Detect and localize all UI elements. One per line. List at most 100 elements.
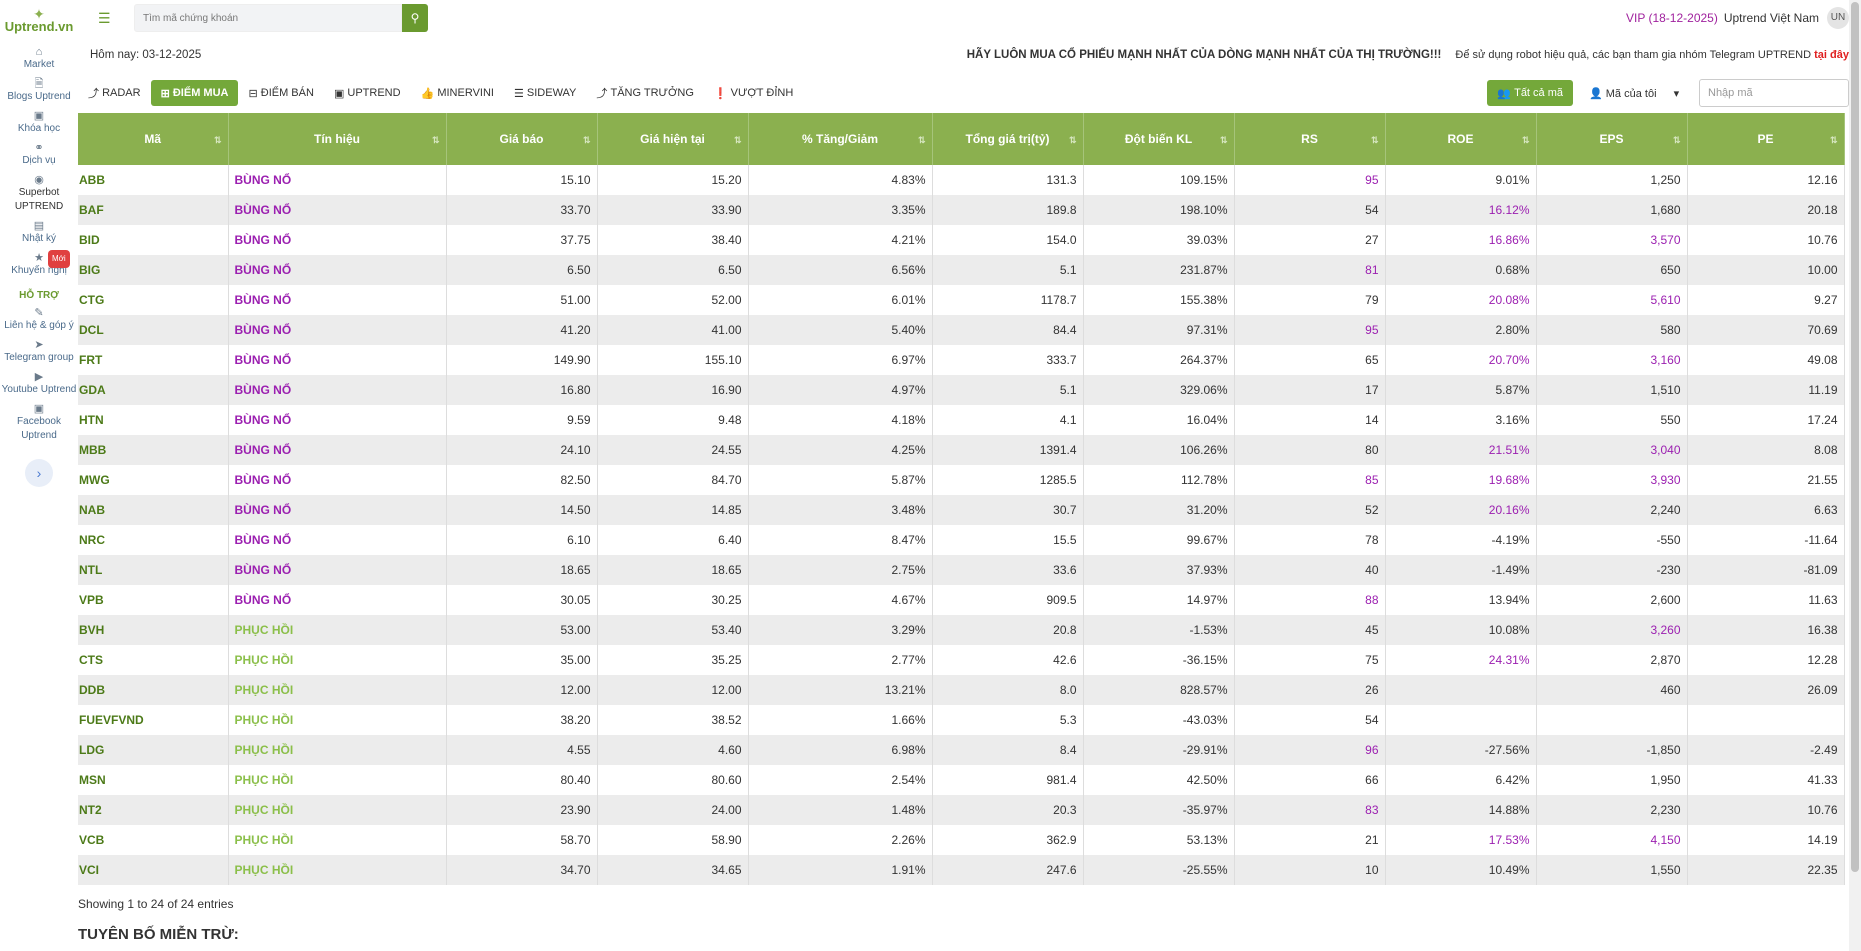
column-header[interactable]: EPS ⇅ [1536,113,1688,165]
table-row[interactable]: ABB BÙNG NỔ 15.10 15.20 4.83% 131.3 109.15% 95 9… [78,165,1845,195]
search-input[interactable]: Tìm mã chứng khoán [134,4,402,32]
tab-3[interactable]: ⊟ ĐIỂM BÁN [248,87,314,100]
table-cell[interactable]: BIG [78,255,229,285]
table-row[interactable]: LDG PHỤC HỒI 4.55 4.60 6.98% 8.4 -29.91% 96 -27.… [78,735,1845,765]
table-row[interactable]: VCB PHỤC HỒI 58.70 58.90 2.26% 362.9 53.13% 21 1… [78,825,1845,855]
table-cell[interactable]: FUEVFVND [78,705,229,735]
telegram-link[interactable]: tại đây [1814,49,1849,61]
table-cell[interactable]: FRT [78,345,229,375]
table-cell[interactable]: VCI [78,855,229,885]
table-row[interactable]: GDA BÙNG NỔ 16.80 16.90 4.97% 5.1 329.06% 17 5.8… [78,375,1845,405]
table-row[interactable]: BVH PHỤC HỒI 53.00 53.40 3.29% 20.8 -1.53% 45 10… [78,615,1845,645]
table-cell: 37.75 [446,225,598,255]
table-cell[interactable]: HTN [78,405,229,435]
menu-icon[interactable]: ☰ [98,9,111,26]
table-cell[interactable]: VCB [78,825,229,855]
table-cell[interactable]: BID [78,225,229,255]
scrollbar-thumb[interactable] [1851,2,1859,872]
sidebar-item[interactable]: ⚭ Dịch vụ [0,142,78,168]
table-row[interactable]: NAB BÙNG NỔ 14.50 14.85 3.48% 30.7 31.20% 52 20.… [78,495,1845,525]
table-cell[interactable]: LDG [78,735,229,765]
table-row[interactable]: DCL BÙNG NỔ 41.20 41.00 5.40% 84.4 97.31% 95 2.8… [78,315,1845,345]
table-row[interactable]: CTG BÙNG NỔ 51.00 52.00 6.01% 1178.7 155.38% 79… [78,285,1845,315]
column-header[interactable]: Giá hiện tại ⇅ [597,113,749,165]
tab-1[interactable]: ⤴ RADAR [88,87,141,100]
table-cell[interactable]: VPB [78,585,229,615]
sidebar-item[interactable]: ▶ Youtube Uptrend [1,371,77,395]
column-header[interactable]: % Tăng/Giảm ⇅ [748,113,933,165]
table-cell[interactable]: ABB [78,165,229,195]
all-codes-button[interactable]: 👥 Tất cả mã [1487,80,1573,106]
sidebar-item[interactable]: ✎ Liên hệ & góp ý [0,307,78,333]
table-row[interactable]: MSN PHỤC HỒI 80.40 80.60 2.54% 981.4 42.50% 66 6… [78,765,1845,795]
table-row[interactable]: BID BÙNG NỔ 37.75 38.40 4.21% 154.0 39.03% 27 16… [78,225,1845,255]
my-codes-dropdown[interactable]: 👤 Mã của tôi ▾ [1589,87,1680,100]
table-row[interactable]: BAF BÙNG NỔ 33.70 33.90 3.35% 189.8 198.10% 54 1… [78,195,1845,225]
table-row[interactable]: CTS PHỤC HỒI 35.00 35.25 2.77% 42.6 -36.15% 75 2… [78,645,1845,675]
column-header[interactable]: Giá báo ⇅ [446,113,598,165]
table-cell [1536,705,1688,735]
table-row[interactable]: VPB BÙNG NỔ 30.05 30.25 4.67% 909.5 14.97% 88 13… [78,585,1845,615]
table-row[interactable]: FUEVFVND PHỤC HỒI 38.20 38.52 1.66% 5.3 -43.03… [78,705,1845,735]
sidebar-item[interactable]: ◉ Superbot UPTREND [0,174,78,214]
expand-sidebar-button[interactable]: › [25,459,53,487]
search-button[interactable]: ⚲ [402,4,428,32]
sidebar-item[interactable]: 🗎 Blogs Uptrend [0,78,78,104]
table-cell[interactable]: BAF [78,195,229,225]
sidebar-item[interactable]: ▣ Facebook Uptrend [0,403,78,443]
table-cell: 9.01% [1385,165,1537,195]
table-row[interactable]: NTL BÙNG NỔ 18.65 18.65 2.75% 33.6 37.93% 40 -1.… [78,555,1845,585]
tab-6[interactable]: ☰ SIDEWAY [513,87,577,100]
disclaimer-title: TUYÊN BỐ MIỄN TRỪ: [78,926,239,943]
tab-2[interactable]: ⊞ ĐIỂM MUA [150,80,239,106]
table-cell: 155.38% [1083,285,1235,315]
table-cell[interactable]: MBB [78,435,229,465]
table-cell[interactable]: DDB [78,675,229,705]
table-cell[interactable]: CTG [78,285,229,315]
tab-5[interactable]: 👍 MINERVINI [420,87,494,100]
column-header[interactable]: ROE ⇅ [1385,113,1537,165]
table-row[interactable]: NRC BÙNG NỔ 6.10 6.40 8.47% 15.5 99.67% 78 -4.19… [78,525,1845,555]
sidebar-item[interactable]: ★ Khuyến nghị Mới [0,250,78,278]
table-cell: 13.94% [1385,585,1537,615]
user-name[interactable]: Uptrend Việt Nam [1723,11,1819,25]
table-row[interactable]: MWG BÙNG NỔ 82.50 84.70 5.87% 1285.5 112.78% 85… [78,465,1845,495]
sidebar-item[interactable]: ➤ Telegram group [0,339,78,365]
logo[interactable]: ✦ Uptrend.vn [4,6,74,34]
column-header[interactable]: Mã ⇅ [78,113,229,165]
table-row[interactable]: BIG BÙNG NỔ 6.50 6.50 6.56% 5.1 231.87% 81 0.68%… [78,255,1845,285]
column-header[interactable]: Tín hiệu ⇅ [228,113,447,165]
scrollbar[interactable] [1849,0,1861,951]
tab-4[interactable]: ▣ UPTREND [333,87,401,100]
table-cell: 53.40 [597,615,749,645]
column-header[interactable]: Đột biến KL ⇅ [1083,113,1235,165]
table-cell: 54 [1234,195,1386,225]
table-cell[interactable]: BVH [78,615,229,645]
table-cell[interactable]: MWG [78,465,229,495]
column-header[interactable]: Tổng giá trị(tỷ) ⇅ [932,113,1084,165]
table-row[interactable]: HTN BÙNG NỔ 9.59 9.48 4.18% 4.1 16.04% 14 3.16% 5… [78,405,1845,435]
table-cell[interactable]: NRC [78,525,229,555]
sidebar-item[interactable]: ▤ Nhật ký [0,220,78,246]
table-row[interactable]: FRT BÙNG NỔ 149.90 155.10 6.97% 333.7 264.37% 6… [78,345,1845,375]
table-cell[interactable]: DCL [78,315,229,345]
sidebar-item[interactable]: ▣ Khóa học [0,110,78,136]
table-row[interactable]: NT2 PHỤC HỒI 23.90 24.00 1.48% 20.3 -35.97% 83 1… [78,795,1845,825]
table-row[interactable]: VCI PHỤC HỒI 34.70 34.65 1.91% 247.6 -25.55% 10… [78,855,1845,885]
table-cell[interactable]: MSN [78,765,229,795]
table-cell[interactable]: CTS [78,645,229,675]
table-cell[interactable]: NAB [78,495,229,525]
table-row[interactable]: MBB BÙNG NỔ 24.10 24.55 4.25% 1391.4 106.26% 80… [78,435,1845,465]
tab-8[interactable]: ❗ VƯỢT ĐỈNH [713,87,794,100]
column-header[interactable]: RS ⇅ [1234,113,1386,165]
table-cell[interactable]: NTL [78,555,229,585]
avatar[interactable]: UN [1827,7,1849,29]
sidebar-item[interactable]: ⌂ Market [0,46,78,72]
column-header[interactable]: PE ⇅ [1687,113,1845,165]
tab-7[interactable]: ⤴ TĂNG TRƯỞNG [596,87,694,100]
table-row[interactable]: DDB PHỤC HỒI 12.00 12.00 13.21% 8.0 828.57% 26 4… [78,675,1845,705]
table-cell[interactable]: NT2 [78,795,229,825]
table-cell[interactable]: GDA [78,375,229,405]
table-cell: 4.25% [748,435,933,465]
code-input[interactable]: Nhập mã [1699,79,1849,107]
